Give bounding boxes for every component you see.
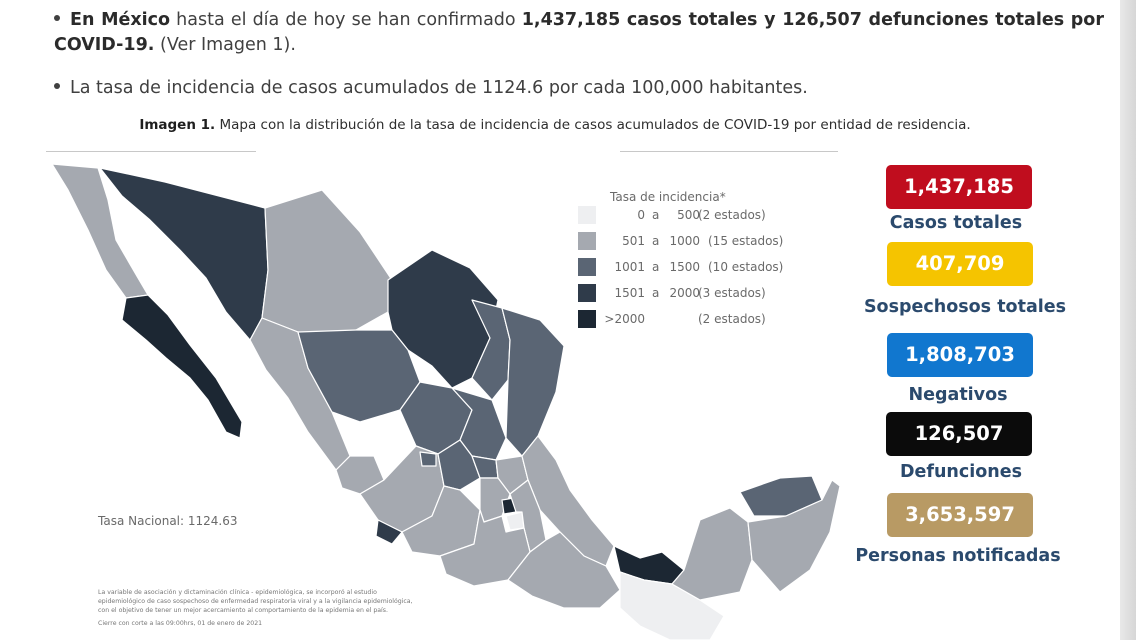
legend-state-count: (2 estados) xyxy=(698,208,766,222)
national-rate: Tasa Nacional: 1124.63 xyxy=(98,514,238,528)
legend-range-high: 1500 xyxy=(669,260,700,274)
note-line: con el objetivo de tener un mejor acerca… xyxy=(98,607,388,614)
legend-swatch xyxy=(578,232,596,250)
state-baja-california-sur xyxy=(121,294,243,439)
legend-state-count: (3 estados) xyxy=(698,286,766,300)
stat-label-total-cases: Casos totales xyxy=(889,213,1023,233)
caption-label: Imagen 1. xyxy=(139,117,216,133)
legend-swatch xyxy=(578,310,596,328)
caption-divider xyxy=(620,151,838,152)
stat-box-total-cases: 1,437,185 xyxy=(886,165,1032,209)
map-notes: La variable de asociación y dictaminació… xyxy=(98,588,518,628)
mexico-map xyxy=(51,163,840,640)
figure-caption: Imagen 1. Mapa con la distribución de la… xyxy=(0,117,1110,133)
bullet-lead: En México xyxy=(70,10,171,30)
legend-title: Tasa de incidencia* xyxy=(610,190,726,204)
legend-state-count: (2 estados) xyxy=(698,312,766,326)
stat-box-notified: 3,653,597 xyxy=(887,493,1033,537)
page-edge xyxy=(1120,0,1136,640)
note-cutoff: Cierre con corte a las 09:00hrs, 01 de e… xyxy=(98,620,263,627)
bullet-bold: 1,437,185 casos totales y 126,507 defunc… xyxy=(54,10,1104,55)
legend-range-high: 2000 xyxy=(669,286,700,300)
state-colima xyxy=(375,519,403,545)
state-quintana-roo xyxy=(747,479,840,593)
legend-range-sep: a xyxy=(652,260,660,274)
bullet-incidence-rate: La tasa de incidencia de casos acumulado… xyxy=(54,76,808,101)
stat-label-suspected: Sospechosos totales xyxy=(863,297,1067,317)
legend-range-low: 0 xyxy=(637,208,645,222)
note-line: epidemiológico de caso sospechoso de enf… xyxy=(98,598,413,605)
legend-swatch xyxy=(578,258,596,276)
legend-range-low: >2000 xyxy=(604,312,645,326)
state-coahuila xyxy=(387,249,499,389)
stat-box-negatives: 1,808,703 xyxy=(887,333,1033,377)
bullet-dot xyxy=(54,83,60,89)
legend-range-high: 1000 xyxy=(669,234,700,248)
bullet-text: hasta el día de hoy se han confirmado xyxy=(176,10,516,30)
bullet-dot xyxy=(54,15,60,21)
state-chiapas xyxy=(619,571,725,640)
caption-divider xyxy=(46,151,256,152)
state-guerrero xyxy=(439,509,531,587)
bullet-text: La tasa de incidencia de casos acumulado… xyxy=(70,78,808,98)
legend-swatch xyxy=(578,284,596,302)
state-sonora xyxy=(99,167,269,341)
legend-swatch xyxy=(578,206,596,224)
note-line: La variable de asociación y dictaminació… xyxy=(98,589,377,596)
state-morelos xyxy=(505,511,525,531)
state-campeche xyxy=(671,507,753,601)
legend-range-low: 501 xyxy=(622,234,645,248)
bullet-confirmed-cases: En México hasta el día de hoy se han con… xyxy=(54,8,1104,58)
stat-box-deaths: 126,507 xyxy=(886,412,1032,456)
legend-state-count: (15 estados) xyxy=(708,234,784,248)
legend-range-low: 1001 xyxy=(614,260,645,274)
state-chihuahua xyxy=(261,189,393,337)
state-tamaulipas xyxy=(501,307,565,457)
stat-label-negatives: Negativos xyxy=(908,385,1008,405)
legend-range-sep: a xyxy=(652,208,660,222)
stat-label-deaths: Defunciones xyxy=(899,462,1023,482)
legend-range-high: 500 xyxy=(677,208,700,222)
legend-state-count: (10 estados) xyxy=(708,260,784,274)
legend-range-low: 1501 xyxy=(614,286,645,300)
caption-text: Mapa con la distribución de la tasa de i… xyxy=(219,117,971,133)
legend-range-sep: a xyxy=(652,234,660,248)
state-aguascalientes xyxy=(419,451,437,467)
stat-label-notified: Personas notificadas xyxy=(855,546,1061,566)
stat-box-suspected: 407,709 xyxy=(887,242,1033,286)
bullet-ref: (Ver Imagen 1). xyxy=(160,35,296,55)
legend-range-sep: a xyxy=(652,286,660,300)
